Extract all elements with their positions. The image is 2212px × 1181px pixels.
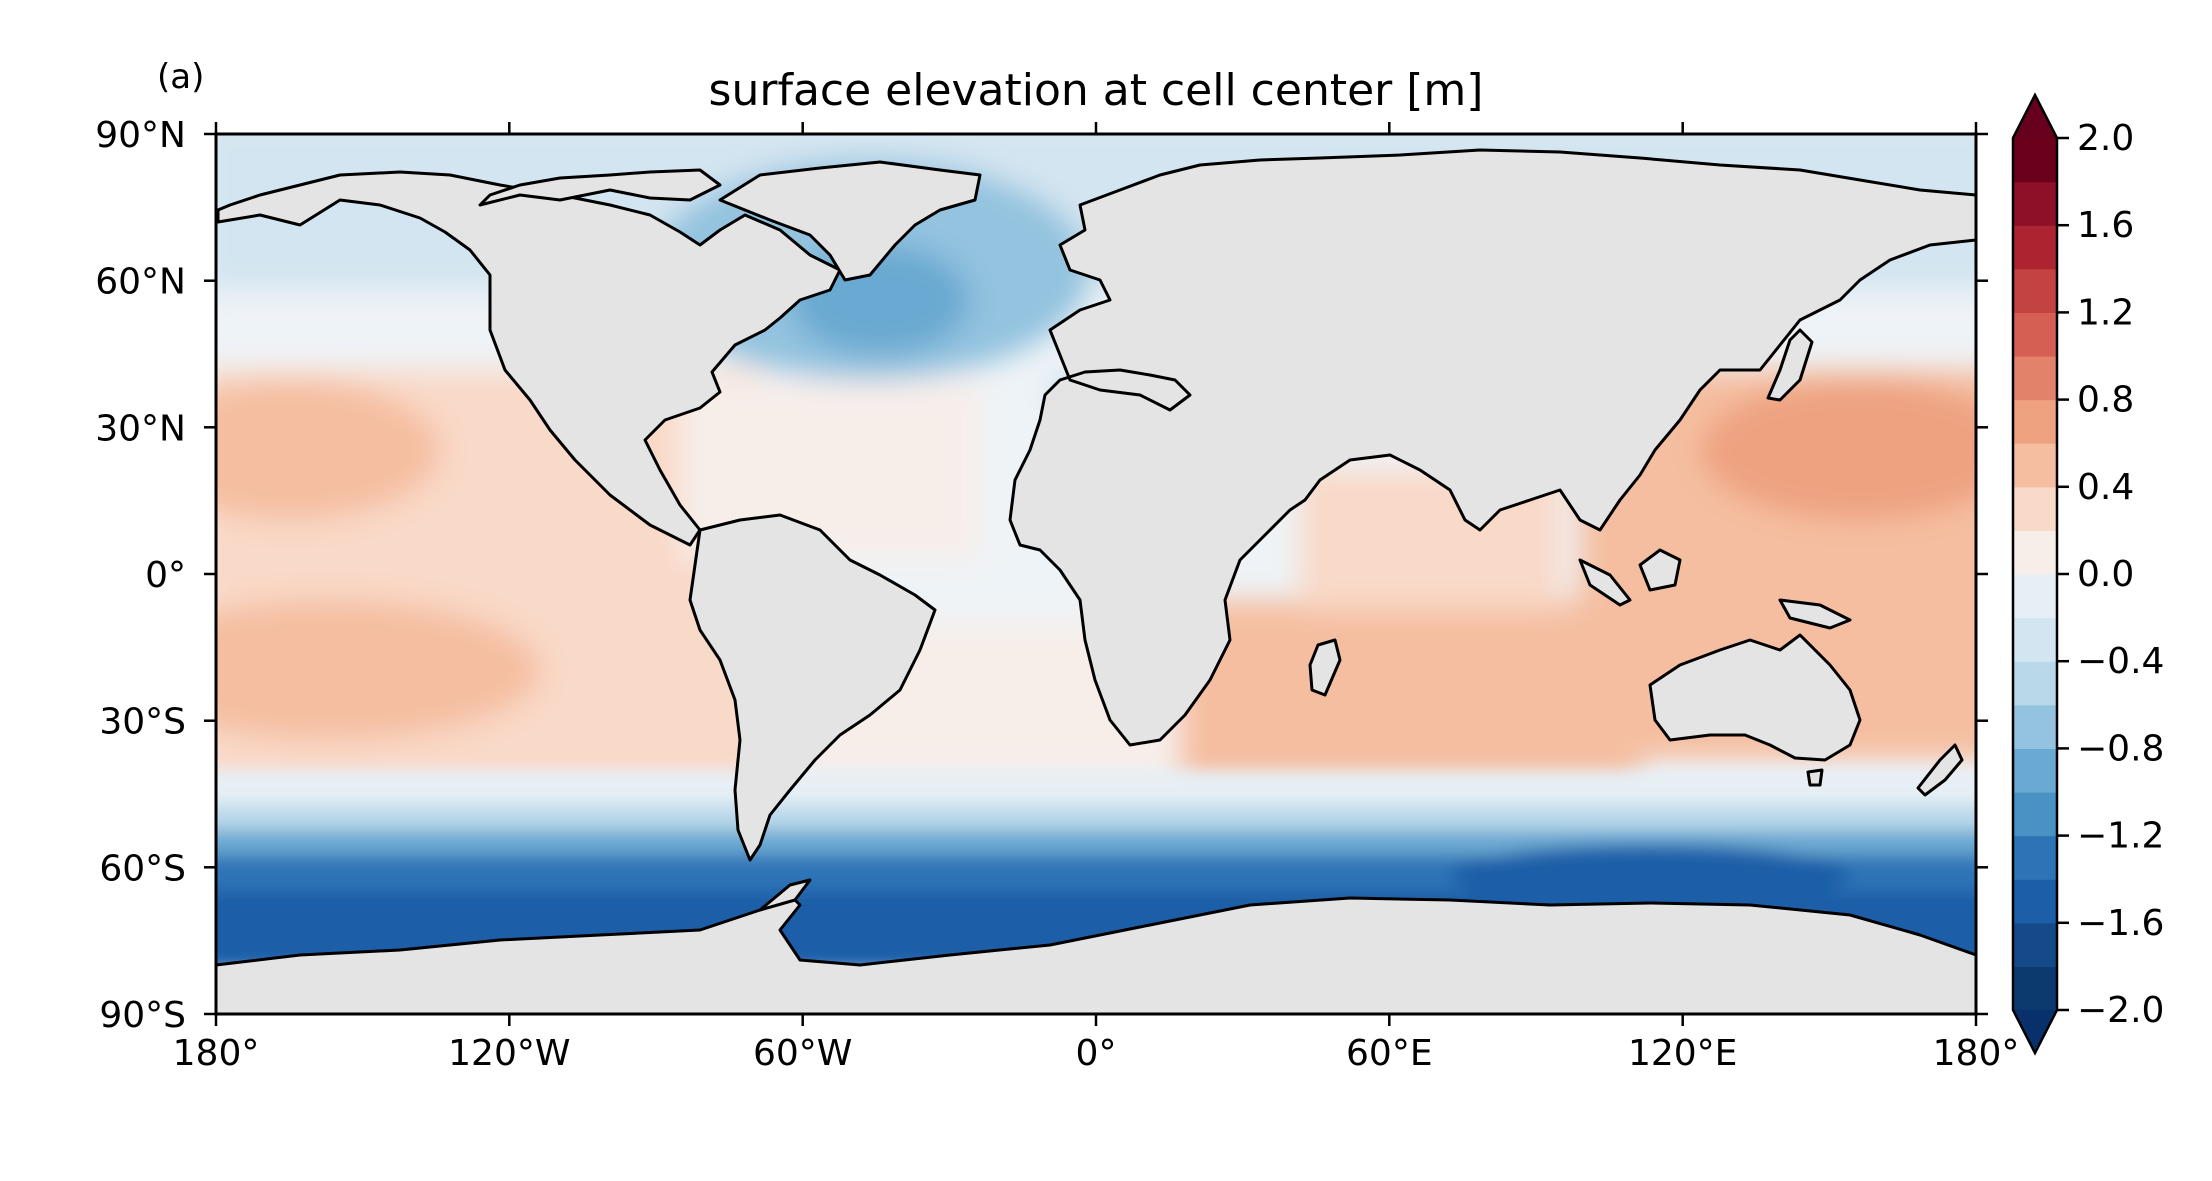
- land-afro-eurasia: [1008, 148, 1976, 747]
- colorbar-swatch: [2013, 922, 2057, 967]
- y-tick-label: 30°N: [95, 408, 186, 449]
- x-axis: 180° 120°W 60°W 0° 60°E 120°E 180°: [173, 122, 2020, 1074]
- colorbar-swatch: [2013, 574, 2057, 619]
- colorbar-swatch: [2013, 748, 2057, 793]
- y-tick-label: 90°S: [99, 995, 186, 1036]
- land-japan: [1766, 328, 1814, 402]
- land-new-zealand: [1916, 743, 1964, 797]
- y-tick-label: 60°N: [95, 262, 186, 303]
- field-n-pacific-max: [216, 380, 440, 520]
- land-north-america: [216, 170, 842, 547]
- colorbar-swatches: [2013, 138, 2057, 1011]
- x-tick-label: 60°E: [1346, 1033, 1433, 1074]
- colorbar-over-triangle: [2013, 95, 2057, 138]
- southern-ocean-field: [216, 770, 1976, 970]
- x-tick-marks: [214, 122, 1978, 1026]
- colorbar-swatch: [2013, 792, 2057, 837]
- colorbar-swatch: [2013, 225, 2057, 270]
- colorbar-swatch: [2013, 617, 2057, 662]
- colorbar-tick-label: −1.6: [2077, 903, 2164, 944]
- field-indian-ocean: [1180, 600, 1640, 790]
- y-tick-label: 90°N: [95, 115, 186, 156]
- colorbar-swatch: [2013, 443, 2057, 488]
- colorbar-tick-label: 0.8: [2077, 380, 2134, 421]
- land-arctic-archipelago: [478, 168, 722, 207]
- land: [216, 148, 1976, 1014]
- colorbar-tick-label: 0.0: [2077, 554, 2134, 595]
- land-new-guinea: [1778, 598, 1852, 630]
- field-kuroshio: [1700, 380, 1976, 520]
- land-tasmania: [1806, 768, 1824, 787]
- land-antarctica: [216, 893, 1976, 1014]
- x-tick-label: 60°W: [753, 1033, 852, 1074]
- field-so-band-1: [216, 770, 1976, 810]
- land-south-america: [688, 513, 937, 862]
- colorbar-swatch: [2013, 268, 2057, 313]
- y-tick-marks: [204, 132, 1988, 1016]
- land-sumatra: [1578, 558, 1632, 607]
- map-title: surface elevation at cell center [m]: [709, 65, 1484, 116]
- land-madagascar: [1308, 638, 1342, 697]
- colorbar-swatch: [2013, 356, 2057, 401]
- colorbar-swatch: [2013, 312, 2057, 357]
- panel-label: (a): [157, 57, 204, 97]
- colorbar-tick-label: −0.4: [2077, 641, 2164, 682]
- land-antarctic-peninsula: [758, 878, 812, 912]
- land-borneo: [1638, 548, 1682, 592]
- field-so-deep-east: [1450, 845, 1850, 905]
- x-tick-label: 0°: [1076, 1033, 1117, 1074]
- colorbar-under-triangle: [2013, 1010, 2057, 1053]
- y-tick-label: 60°S: [99, 848, 186, 889]
- colorbar-tick-label: −2.0: [2077, 990, 2164, 1031]
- colorbar: 2.0 1.6 1.2 0.8 0.4 0.0 −0.4 −0.8 −1.2 −1.6 −2.0: [2011, 92, 2164, 1056]
- land-australia: [1648, 633, 1862, 762]
- colorbar-swatch: [2013, 138, 2057, 183]
- colorbar-tick-label: −1.2: [2077, 816, 2164, 857]
- x-tick-label: 120°E: [1628, 1033, 1737, 1074]
- colorbar-tick-label: 1.6: [2077, 205, 2134, 246]
- y-tick-label: 30°S: [99, 702, 186, 743]
- colorbar-swatch: [2013, 181, 2057, 226]
- y-axis: 90°N 60°N 30°N 0° 30°S 60°S 90°S: [95, 115, 1988, 1036]
- colorbar-ticks: 2.0 1.6 1.2 0.8 0.4 0.0 −0.4 −0.8 −1.2 −1.6 −2.0: [2057, 118, 2164, 1031]
- x-tick-label: 180°: [1933, 1033, 2020, 1074]
- colorbar-swatch: [2013, 966, 2057, 1011]
- colorbar-swatch: [2013, 399, 2057, 444]
- colorbar-tick-label: 2.0: [2077, 118, 2134, 159]
- colorbar-swatch: [2013, 835, 2057, 880]
- colorbar-swatch: [2013, 661, 2057, 706]
- field-s-pacific-max: [216, 600, 540, 740]
- map-area: [216, 134, 1976, 1014]
- colorbar-swatch: [2013, 530, 2057, 575]
- land-greenland: [718, 160, 982, 282]
- colorbar-swatch: [2013, 879, 2057, 924]
- x-tick-label: 120°W: [448, 1033, 570, 1074]
- y-tick-label: 0°: [145, 555, 186, 596]
- colorbar-swatch: [2013, 486, 2057, 531]
- colorbar-tick-label: 0.4: [2077, 467, 2134, 508]
- colorbar-tick-label: 1.2: [2077, 292, 2134, 333]
- x-tick-label: 180°: [173, 1033, 260, 1074]
- colorbar-swatch: [2013, 704, 2057, 749]
- colorbar-tick-label: −0.8: [2077, 728, 2164, 769]
